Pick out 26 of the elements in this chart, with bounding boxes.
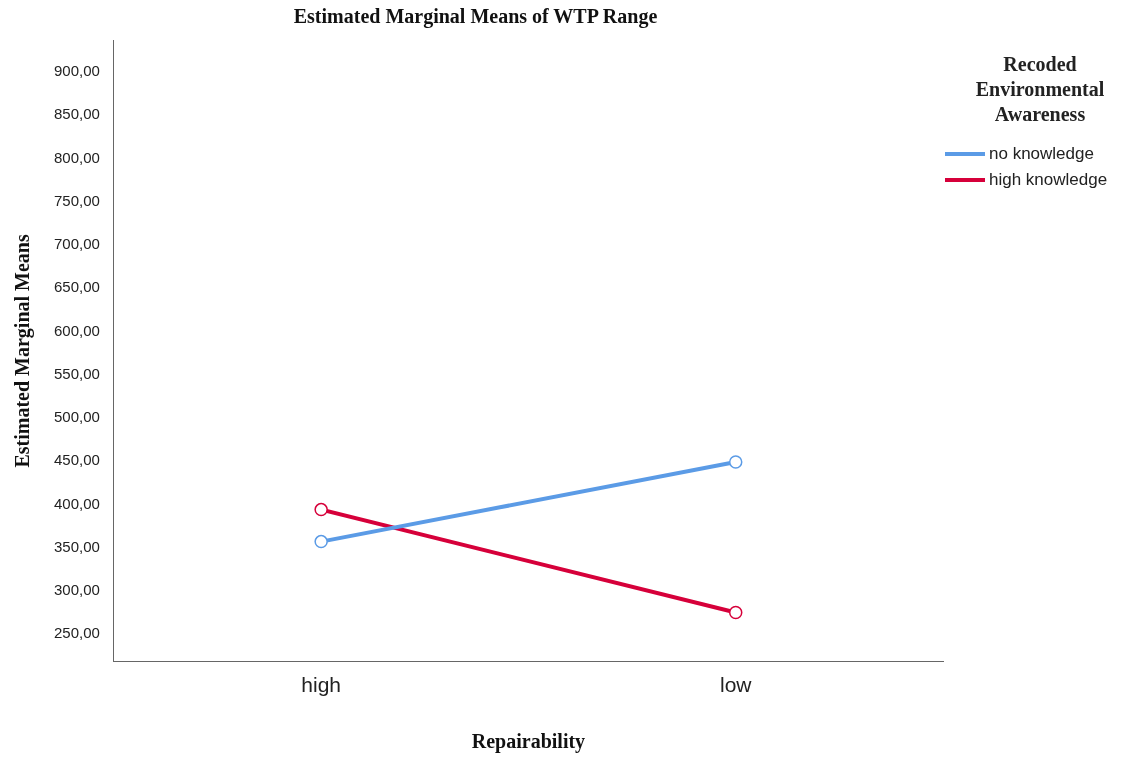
y-tick-label: 650,00 [53, 278, 100, 296]
y-tick-label: 400,00 [53, 494, 100, 512]
y-tick-label: 350,00 [53, 537, 100, 555]
y-tick-label: 700,00 [53, 235, 100, 253]
y-tick-label: 750,00 [53, 191, 100, 209]
x-tick-label: high [301, 673, 342, 697]
y-tick-label: 850,00 [53, 105, 100, 123]
y-tick-label: 800,00 [53, 148, 100, 166]
point [728, 455, 743, 469]
legend-label: no knowledge [989, 144, 1094, 164]
legend-label: high knowledge [989, 170, 1108, 190]
y-tick-label: 250,00 [53, 624, 100, 642]
point [728, 605, 743, 620]
y-tick-label: 450,00 [53, 451, 100, 469]
x-tick-label: low [719, 673, 753, 697]
chart-title: Estimated Marginal Means of WTP Range [293, 5, 658, 29]
x-axis-title: Repairability [471, 730, 586, 754]
y-axis-title: Estimated Marginal Means [11, 234, 35, 468]
y-tick-label: 600,00 [53, 321, 100, 339]
point [314, 534, 328, 549]
y-tick-label: 550,00 [53, 364, 100, 382]
legend-title: Recoded Environmental Awareness [974, 52, 1106, 127]
point [314, 502, 328, 517]
y-tick-label: 500,00 [53, 408, 100, 426]
y-tick-label: 900,00 [53, 62, 100, 80]
y-tick-label: 300,00 [53, 581, 100, 599]
